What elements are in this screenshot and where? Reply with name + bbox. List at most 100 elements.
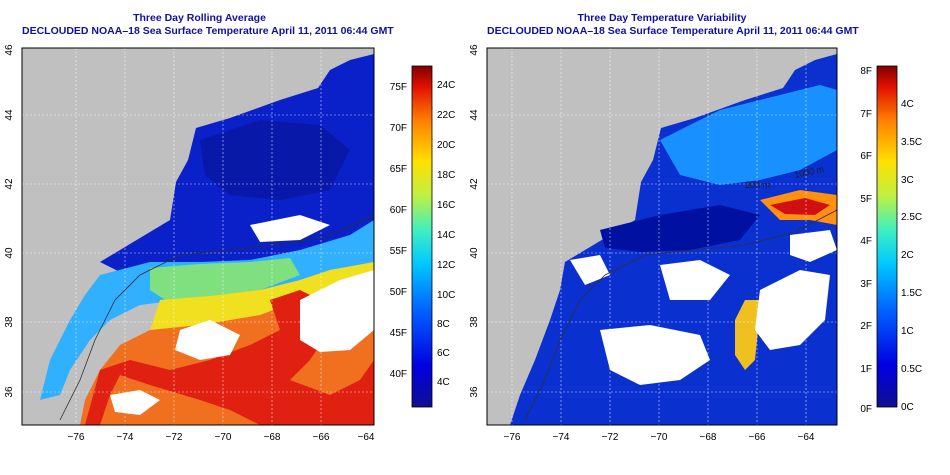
left-yellow-band (150, 262, 374, 340)
left-cloud-gap (175, 320, 240, 360)
left-y-tick: 36 (4, 386, 15, 398)
colorbar-label: 0C (901, 402, 914, 413)
colorbar-label: 1F (860, 364, 872, 375)
colorbar-label: 24C (437, 80, 455, 91)
colorbar-label: 3.5C (901, 137, 922, 148)
right-cloud-gap (755, 270, 830, 350)
colorbar-label: 6C (437, 348, 450, 359)
right-cloud-gap (600, 325, 710, 385)
right-x-tick: −70 (651, 432, 668, 443)
left-x-axis: −76 −74 −72 −70 −68 −66 −64 (68, 432, 375, 443)
left-y-tick: 38 (4, 316, 15, 328)
colorbar-label: 20C (437, 140, 455, 151)
right-x-tick: −72 (602, 432, 619, 443)
colorbar-label: 40F (390, 369, 407, 380)
left-y-axis: 36 38 40 42 44 46 (4, 44, 15, 398)
colorbar-label: 60F (390, 205, 407, 216)
left-x-tick: −66 (313, 432, 330, 443)
colorbar-label: 1C (901, 326, 914, 337)
right-x-tick: −68 (700, 432, 717, 443)
colorbar-label: 4F (860, 236, 872, 247)
right-x-tick: −64 (798, 432, 815, 443)
right-colorbar-celsius-labels: 4C 3.5C 3C 2.5C 2C 1.5C 1C 0.5C 0C (901, 99, 922, 413)
right-y-tick: 46 (469, 44, 480, 56)
colorbar-label: 75F (390, 82, 407, 93)
right-y-tick: 36 (469, 386, 480, 398)
colorbar-label: 4C (901, 99, 914, 110)
left-map-subtitle: DECLOUDED NOAA–18 Sea Surface Temperatur… (22, 25, 394, 37)
right-cloud-gap (660, 260, 730, 300)
right-map-title: Three Day Temperature Variability (577, 12, 747, 24)
right-colorbar-fahrenheit-labels: 8F 7F 6F 5F 4F 3F 2F 1F 0F (860, 66, 872, 415)
right-graticule (487, 48, 837, 425)
right-x-tick: −74 (553, 432, 570, 443)
left-x-tick: −68 (264, 432, 281, 443)
left-y-tick: 44 (4, 109, 15, 121)
right-map-subtitle: DECLOUDED NOAA–18 Sea Surface Temperatur… (487, 25, 859, 37)
right-x-axis: −76 −74 −72 −70 −68 −66 −64 (504, 432, 815, 443)
right-x-tick: −76 (504, 432, 521, 443)
left-bathymetry-contour (59, 214, 374, 421)
colorbar-label: 2F (860, 321, 872, 332)
colorbar-label: 6F (860, 151, 872, 162)
left-x-tick: −76 (68, 432, 85, 443)
contour-label-200m: 200 m (745, 180, 770, 190)
left-y-tick: 46 (4, 44, 15, 56)
colorbar-label: 1.5C (901, 288, 922, 299)
colorbar-label: 0F (860, 404, 872, 415)
right-y-tick: 40 (469, 247, 480, 259)
colorbar-label: 8F (860, 66, 872, 77)
right-bathymetry-contour (524, 209, 837, 421)
colorbar-label: 50F (390, 287, 407, 298)
left-colorbar (411, 65, 433, 408)
colorbar-label: 3C (901, 175, 914, 186)
right-y-tick: 42 (469, 178, 480, 190)
left-x-tick: −74 (117, 432, 134, 443)
colorbar-label: 5F (860, 194, 872, 205)
colorbar-label: 12C (437, 260, 455, 271)
colorbar-label: 8C (437, 319, 450, 330)
right-y-axis: 36 38 40 42 44 46 (469, 44, 480, 398)
left-map-frame (21, 47, 375, 426)
right-x-tick: −66 (749, 432, 766, 443)
right-colorbar (876, 65, 898, 408)
left-deep-blue-patch (200, 120, 350, 200)
colorbar-label: 10C (437, 290, 455, 301)
right-very-high-variability-front (770, 198, 830, 215)
colorbar-label: 4C (437, 377, 450, 388)
left-map-title: Three Day Rolling Average (133, 12, 266, 24)
colorbar-label: 14C (437, 230, 455, 241)
right-y-tick: 38 (469, 316, 480, 328)
left-x-tick: −72 (166, 432, 183, 443)
right-cloud-gap (790, 230, 837, 262)
colorbar-label: 22C (437, 110, 455, 121)
left-colorbar-fahrenheit-labels: 75F 70F 65F 60F 55F 50F 45F 40F (390, 82, 407, 380)
colorbar-label: 16C (437, 200, 455, 211)
right-mid-variability (660, 85, 837, 185)
colorbar-label: 45F (390, 328, 407, 339)
colorbar-label: 2.5C (901, 212, 922, 223)
colorbar-label: 70F (390, 123, 407, 134)
right-map-frame (486, 47, 838, 426)
colorbar-label: 3F (860, 279, 872, 290)
left-cloud-gap (300, 270, 374, 352)
left-map: −76 −74 −72 −70 −68 −66 −64 36 38 40 42 … (4, 44, 455, 443)
right-very-low-variability (600, 205, 760, 252)
left-cloud-gap (250, 215, 330, 242)
left-y-tick: 42 (4, 178, 15, 190)
colorbar-label: 2C (901, 250, 914, 261)
left-colorbar-celsius-labels: 24C 22C 20C 18C 16C 14C 12C 10C 8C 6C 4C (437, 80, 455, 388)
right-variability-streak (735, 300, 760, 370)
left-x-tick: −64 (358, 432, 375, 443)
colorbar-label: 0.5C (901, 364, 922, 375)
left-y-tick: 40 (4, 247, 15, 259)
colorbar-label: 7F (860, 109, 872, 120)
left-cloud-gap (110, 390, 160, 415)
colorbar-label: 65F (390, 164, 407, 175)
right-cloud-gap (570, 255, 610, 285)
right-y-tick: 44 (469, 109, 480, 121)
right-map: 200 m 1000 m −76 −74 −72 −70 −68 −66 −64… (469, 44, 922, 443)
colorbar-label: 18C (437, 170, 455, 181)
left-x-tick: −70 (215, 432, 232, 443)
